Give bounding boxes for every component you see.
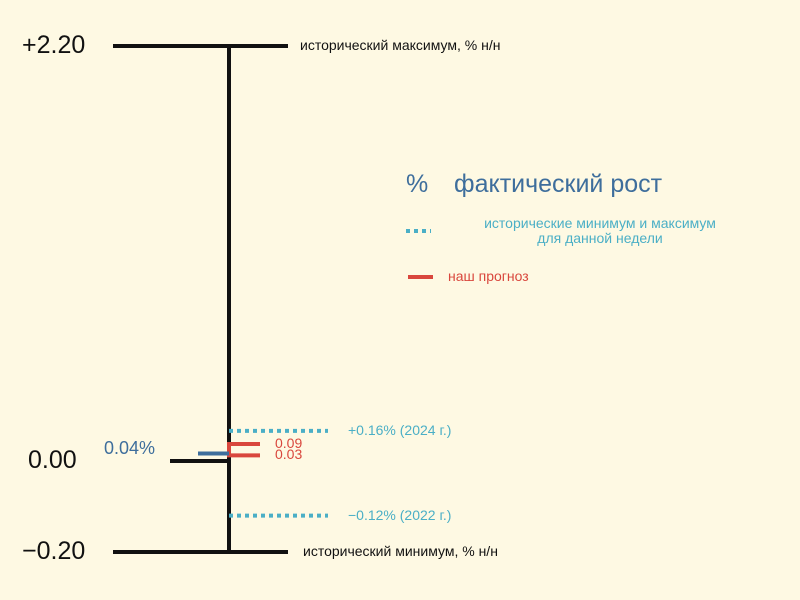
legend-forecast-label: наш прогноз (448, 268, 529, 284)
forecast-high-label: 0.09 (275, 435, 303, 452)
legend-historical-line1: исторические минимум и максимум (484, 215, 716, 231)
actual-value-label: 0.04% (104, 438, 156, 459)
week-min-label: −0.12% (2022 г.) (348, 506, 452, 523)
tick-label-min: −0.20 (22, 537, 86, 565)
legend-historical-line2: для данной недели (537, 230, 663, 246)
legend-actual-symbol: % (406, 170, 429, 198)
legend-actual-label: фактический рост (454, 170, 663, 198)
historical-min-label: исторический минимум, % н/н (303, 543, 498, 559)
historical-max-label: исторический максимум, % н/н (300, 37, 501, 53)
forecast-bracket (227, 442, 260, 458)
forecast-low-label: 0.03 (275, 446, 303, 463)
tick-label-max: +2.20 (22, 31, 86, 59)
legend-historical-label: исторические минимум и максимум для данн… (450, 216, 750, 246)
week-max-label: +0.16% (2024 г.) (348, 421, 452, 438)
tick-label-zero: 0.00 (28, 446, 77, 474)
